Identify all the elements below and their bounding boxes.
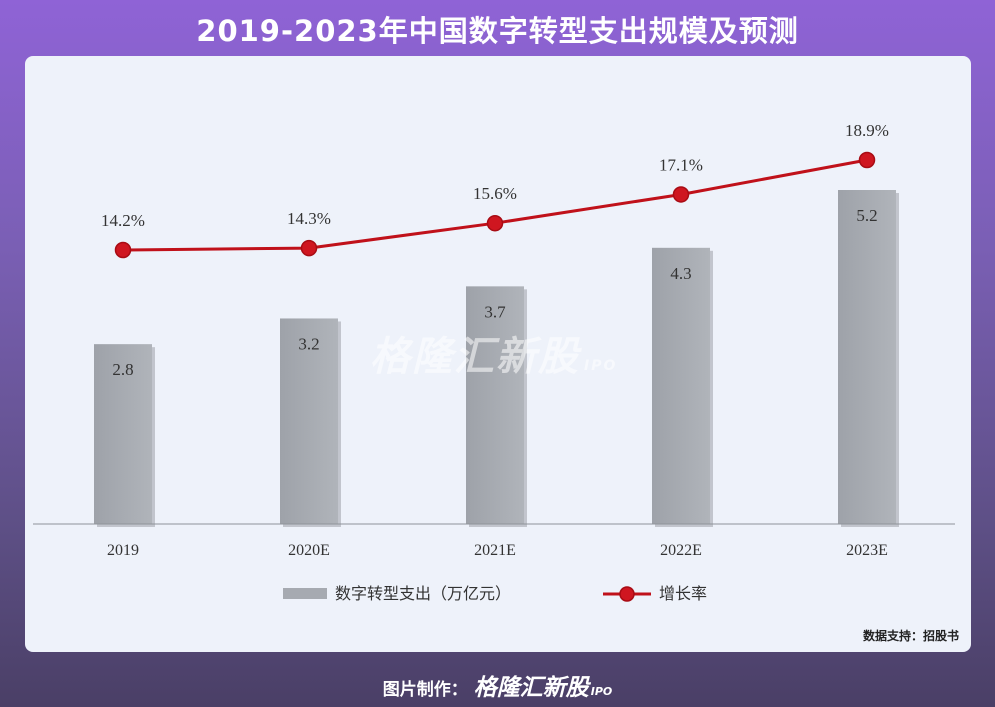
bar-value-label: 5.2 <box>856 206 877 225</box>
x-tick-label: 2022E <box>660 542 702 559</box>
bar-value-label: 4.3 <box>670 264 691 283</box>
bar-value-label: 2.8 <box>112 360 133 379</box>
legend-line-label: 增长率 <box>659 584 707 603</box>
growth-point-2021E <box>486 214 504 232</box>
growth-rate-label: 18.9% <box>845 121 889 140</box>
bar-2023E <box>838 190 896 524</box>
growth-rate-line <box>122 158 868 252</box>
legend-line-marker <box>619 586 635 602</box>
growth-rate-label: 17.1% <box>659 155 703 174</box>
growth-point-2022E <box>672 186 690 203</box>
watermark-ipo: IPO <box>584 358 618 374</box>
bar-2019 <box>94 344 152 524</box>
legend-bar-swatch <box>283 588 327 599</box>
growth-rate-label: 15.6% <box>473 184 517 203</box>
growth-point-2020E <box>300 239 318 257</box>
bar-2022E <box>652 247 710 525</box>
chart-card: 2.8 3.2 3.7 4.3 5.2 2019 2020E 2021E 2022E 2023E 1… <box>25 56 971 652</box>
footer-brand-ipo: IPO <box>590 685 613 698</box>
watermark-text: 格隆汇新股 <box>370 334 580 380</box>
growth-rate-label: 14.2% <box>101 211 145 230</box>
x-tick-label: 2019 <box>107 542 139 559</box>
chart: 2.8 3.2 3.7 4.3 5.2 2019 2020E 2021E 2022E 2023E 1… <box>33 121 955 603</box>
growth-rate-label: 14.3% <box>287 209 331 228</box>
source-note: 数据支持：招股书 <box>862 629 959 643</box>
bar-2021E <box>466 286 524 524</box>
page-title: 2019-2023年中国数字转型支出规模及预测 <box>196 14 799 48</box>
bar-value-label: 3.7 <box>484 302 506 321</box>
watermark: 格隆汇新股 IPO <box>370 324 617 382</box>
growth-point-2019 <box>114 241 132 259</box>
growth-point-2023E <box>858 151 876 169</box>
bar-2020E <box>280 318 338 524</box>
footer: 图片制作： 格隆汇新股 IPO <box>0 668 995 702</box>
bar-value-label: 3.2 <box>298 334 319 353</box>
footer-label: 图片制作： <box>382 680 468 700</box>
x-tick-label: 2021E <box>474 542 516 559</box>
footer-brand: 格隆汇新股 <box>473 675 589 701</box>
x-tick-label: 2023E <box>846 542 888 559</box>
legend-bar-label: 数字转型支出（万亿元） <box>335 584 511 603</box>
x-tick-label: 2020E <box>288 542 330 559</box>
